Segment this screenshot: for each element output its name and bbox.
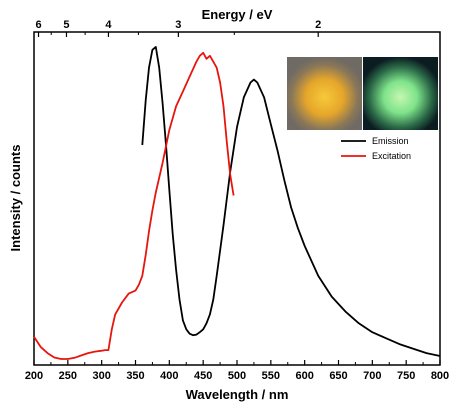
photo-daylight <box>287 57 362 130</box>
top-tick-label: 4 <box>105 19 112 31</box>
top-tick-label: 5 <box>63 19 69 31</box>
x-tick-label: 350 <box>126 370 144 382</box>
x-tick-label: 300 <box>92 370 110 382</box>
x-tick-label: 200 <box>25 370 43 382</box>
bottom-axis-ticks: 200 250 300 350 400 450 500 550 600 650 700 750 800 <box>25 360 449 382</box>
legend-label: Excitation <box>372 151 411 161</box>
top-axis-ticks: 6 5 4 3 2 <box>35 19 321 37</box>
top-tick-label: 3 <box>175 19 181 31</box>
x-tick-label: 600 <box>295 370 313 382</box>
legend-label: Emission <box>372 136 409 146</box>
top-tick-label: 2 <box>315 19 321 31</box>
top-tick-label: 6 <box>35 19 41 31</box>
photo-uv <box>363 57 438 130</box>
y-axis-title: Intensity / counts <box>8 145 23 252</box>
legend: Emission Excitation <box>341 136 411 161</box>
inset-photos <box>287 57 438 130</box>
x-tick-label: 750 <box>397 370 415 382</box>
x-tick-label: 650 <box>329 370 347 382</box>
series-line-excitation <box>33 51 235 360</box>
x-tick-label: 800 <box>431 370 449 382</box>
series-lines <box>33 46 441 360</box>
series-line-emission <box>141 46 441 357</box>
x-tick-label: 550 <box>262 370 280 382</box>
x-tick-label: 700 <box>363 370 381 382</box>
x-tick-label: 400 <box>160 370 178 382</box>
x-tick-label: 450 <box>194 370 212 382</box>
x-axis-title: Wavelength / nm <box>186 387 289 402</box>
top-axis-title: Energy / eV <box>202 7 273 22</box>
x-tick-label: 250 <box>59 370 77 382</box>
x-tick-label: 500 <box>228 370 246 382</box>
